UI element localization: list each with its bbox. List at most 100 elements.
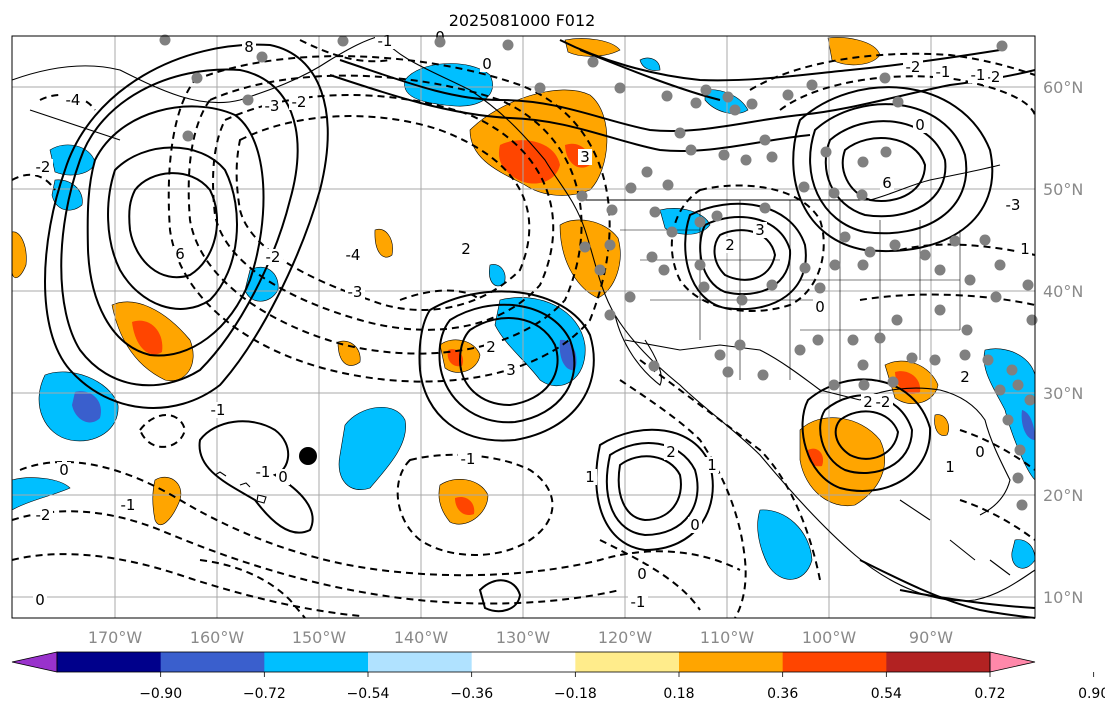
contour-label: -3 — [1006, 196, 1021, 214]
contour-label: -1 — [211, 401, 226, 419]
colorbar-swatch — [160, 652, 265, 672]
contour-line — [198, 420, 314, 534]
observation-site-marker — [662, 179, 674, 191]
observation-site-marker — [1012, 472, 1024, 484]
fill-region — [934, 414, 949, 436]
contour-line — [559, 39, 1001, 82]
contour-label: 0 — [59, 461, 69, 479]
contour-label: -1 — [936, 63, 951, 81]
observation-site-marker — [874, 332, 886, 344]
observation-site-marker — [646, 251, 658, 263]
observation-site-marker — [857, 156, 869, 168]
latitude-label: 20°N — [1043, 486, 1083, 505]
contour-label-bg — [263, 249, 283, 265]
contour-line — [579, 49, 721, 101]
contour-label: 0 — [690, 516, 700, 534]
contour-line — [86, 105, 265, 357]
contour-label-bg — [484, 339, 498, 355]
observation-site-marker — [242, 94, 254, 106]
observation-site-marker — [694, 216, 706, 228]
contour-line — [713, 229, 777, 281]
observation-site-marker — [856, 189, 868, 201]
contour-label: -2 — [292, 93, 307, 111]
contour-label-bg — [578, 149, 592, 165]
contour-line — [639, 359, 821, 581]
contour-label-bg — [913, 117, 927, 133]
observation-site-marker — [614, 82, 626, 94]
contour-line — [39, 93, 96, 111]
observation-site-marker — [979, 234, 991, 246]
observation-site-marker — [1022, 279, 1034, 291]
observation-site-marker — [964, 274, 976, 286]
contour-line — [841, 137, 927, 202]
observation-site-marker — [714, 349, 726, 361]
latitude-label: 10°N — [1043, 588, 1083, 607]
observation-site-marker — [847, 334, 859, 346]
observation-site-marker — [685, 144, 697, 156]
contour-label: 2 — [666, 443, 676, 461]
observation-site-marker — [694, 259, 706, 271]
longitude-label: 130°W — [496, 628, 551, 647]
observation-site-marker — [587, 56, 599, 68]
observation-site-marker — [757, 369, 769, 381]
colorbar-swatch — [57, 652, 162, 672]
contour-label-bg — [262, 98, 282, 114]
colorbar-tick-label: −0.54 — [347, 686, 390, 702]
colorbar-tick-label: −0.36 — [450, 686, 493, 702]
fill-region — [11, 231, 27, 278]
contour-label-bg — [33, 592, 47, 608]
observation-site-marker — [857, 259, 869, 271]
observation-site-marker — [579, 241, 591, 253]
contour-label: 1 — [1020, 240, 1030, 258]
contour-label-bg — [242, 39, 256, 55]
observation-site-marker — [722, 366, 734, 378]
contour-line — [138, 414, 187, 448]
fill-region — [455, 496, 475, 516]
observation-site-marker — [759, 134, 771, 146]
contour-label: -4 — [66, 91, 81, 109]
observation-site-marker — [594, 264, 606, 276]
observation-site-marker — [961, 324, 973, 336]
colorbar-swatch — [679, 652, 784, 672]
observation-site-marker — [892, 96, 904, 108]
colorbar-swatch — [471, 652, 576, 672]
contour-line — [619, 379, 747, 619]
colorbar-tick-label: 0.54 — [871, 686, 902, 702]
observation-site-marker — [624, 291, 636, 303]
contour-label-bg — [873, 394, 893, 410]
contour-line — [19, 460, 741, 577]
observation-site-marker — [864, 246, 876, 258]
coastline-baja — [614, 314, 662, 386]
latitude-label: 60°N — [1043, 78, 1083, 97]
contour-label-bg — [459, 241, 473, 257]
observation-site-marker — [502, 39, 514, 51]
contour-line — [399, 289, 481, 301]
contour-label-bg — [635, 566, 649, 582]
contour-label: -2 — [876, 393, 891, 411]
observation-site-marker — [256, 51, 268, 63]
contour-label-bg — [933, 64, 953, 80]
contour-label: -1 — [121, 496, 136, 514]
fill-region — [338, 407, 406, 490]
observation-site-marker — [718, 149, 730, 161]
contour-label-bg — [903, 59, 923, 75]
contour-line — [478, 579, 522, 613]
colorbar-frame — [56, 651, 991, 673]
contour-label: 0 — [815, 298, 825, 316]
observation-site-marker — [857, 359, 869, 371]
reference-point-marker — [299, 447, 317, 465]
colorbar-swatch — [782, 652, 887, 672]
contour-label: -2 — [986, 68, 1001, 86]
observation-site-marker — [879, 72, 891, 84]
contour-label-bg — [880, 175, 894, 191]
contour-label-bg — [664, 444, 678, 460]
longitude-label: 110°W — [700, 628, 755, 647]
contour-label-bg — [688, 517, 702, 533]
contour-line — [899, 589, 1036, 609]
observation-site-marker — [759, 202, 771, 214]
contour-line — [44, 43, 329, 409]
contour-line — [959, 429, 1036, 471]
observation-site-marker — [604, 239, 616, 251]
contour-label: 2 — [863, 393, 873, 411]
